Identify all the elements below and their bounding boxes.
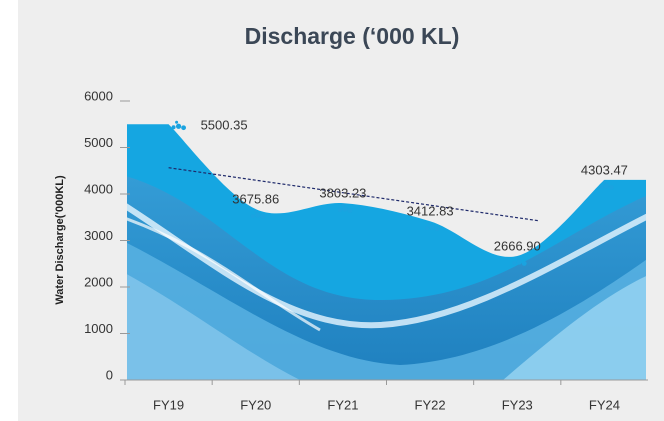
y-tick-label: 3000 [84,228,113,243]
y-tick-label: 5000 [84,135,113,150]
droplet [341,203,345,207]
droplet [260,214,266,219]
x-tick-label: FY20 [240,397,271,412]
droplet [599,184,604,189]
value-label: 2666.90 [494,238,541,253]
y-axis-title: Water Discharge('000KL) [54,175,66,305]
droplet [521,261,527,266]
droplet [434,226,440,232]
droplet [515,256,519,260]
y-tick-label: 0 [106,367,113,382]
y-tick-label: 1000 [84,321,113,336]
x-tick-label: FY23 [502,397,533,412]
wave [480,270,646,380]
droplet [250,214,255,219]
y-tick-label: 2000 [84,274,113,289]
value-label: 3803.23 [319,186,366,201]
y-tick-label: 4000 [84,181,113,196]
droplet [602,180,606,184]
trend-line [168,167,540,222]
value-label: 4303.47 [581,162,628,177]
droplet [609,184,614,190]
foreground: 0 1000 2000 3000 4000 5000 6000 FY19 5500.35 FY20… [84,88,648,412]
droplet [337,208,342,213]
y-tick-label: 6000 [84,88,113,103]
wave [127,260,300,380]
value-label: 5500.35 [201,118,248,133]
x-tick-label: FY19 [153,397,184,412]
decoration [127,170,646,380]
x-tick-label: FY21 [327,397,358,412]
droplet [428,221,432,225]
droplet [425,226,430,231]
x-tick-label: FY22 [415,397,446,412]
wave [127,208,321,332]
x-tick-label: FY24 [589,397,620,412]
value-label: 3675.86 [232,192,279,207]
droplet [171,125,176,130]
droplet [181,125,186,131]
droplet [347,208,353,214]
droplet [175,120,179,124]
droplet [175,123,182,129]
droplet [603,183,610,189]
value-label: 3412.83 [407,204,454,219]
droplet [254,209,258,213]
chart-title: Discharge (‘000 KL) [245,23,460,49]
droplet [342,206,348,212]
droplet [516,259,522,265]
droplet [512,260,517,265]
droplet [255,212,261,218]
droplet [429,224,435,230]
